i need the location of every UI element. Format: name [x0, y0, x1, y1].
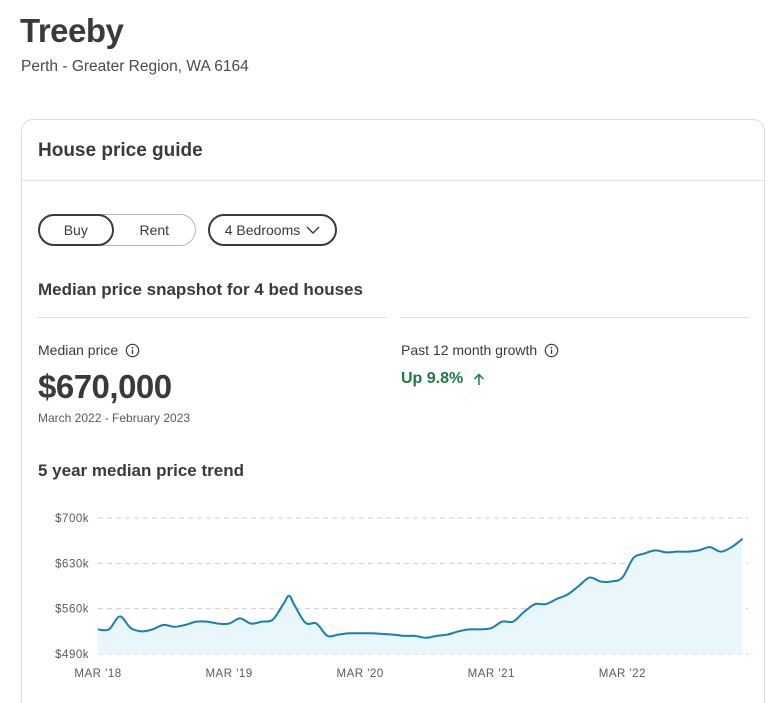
- median-price-value: $670,000: [38, 368, 172, 405]
- y-tick-label: $490k: [55, 649, 89, 661]
- median-price-period: March 2022 - February 2023: [38, 411, 191, 425]
- x-tick-label: MAR '20: [337, 668, 384, 680]
- x-tick-label: MAR '22: [599, 668, 646, 680]
- growth-label-text: Past 12 month growth: [401, 342, 538, 358]
- rent-button[interactable]: Rent: [139, 222, 170, 238]
- median-price-label: Median price: [38, 342, 140, 358]
- divider-left: [38, 317, 386, 318]
- price-guide-card: House price guide Buy Rent 4 Bedrooms Me…: [21, 119, 765, 703]
- median-price-label-text: Median price: [38, 342, 119, 358]
- series-line: [97, 537, 744, 639]
- area-fill: [98, 538, 743, 654]
- buy-button[interactable]: Buy: [38, 214, 114, 246]
- chevron-down-icon: [306, 226, 320, 234]
- growth-value: Up 9.8%: [401, 370, 485, 388]
- suburb-title: Treeby: [20, 12, 124, 49]
- buy-rent-toggle: Buy Rent: [38, 214, 196, 246]
- arrow-up-icon: [474, 372, 485, 385]
- growth-value-text: Up 9.8%: [401, 370, 464, 387]
- y-tick-label: $630k: [55, 558, 89, 570]
- trend-title: 5 year median price trend: [38, 461, 244, 480]
- region-subtitle: Perth - Greater Region, WA 6164: [21, 58, 249, 75]
- snapshot-title: Median price snapshot for 4 bed houses: [38, 280, 363, 299]
- y-tick-label: $700k: [55, 513, 89, 525]
- card-title: House price guide: [38, 140, 203, 161]
- divider-right: [401, 317, 749, 318]
- y-tick-label: $560k: [55, 604, 89, 616]
- bedrooms-dropdown-label: 4 Bedrooms: [224, 222, 301, 238]
- bedrooms-dropdown[interactable]: 4 Bedrooms: [208, 214, 337, 246]
- info-icon[interactable]: [544, 343, 559, 358]
- x-tick-label: MAR '19: [205, 668, 252, 680]
- card-divider: [22, 180, 764, 181]
- info-icon[interactable]: [125, 343, 140, 358]
- x-tick-label: MAR '21: [468, 668, 515, 680]
- growth-label: Past 12 month growth: [401, 342, 559, 358]
- x-tick-label: MAR '18: [74, 668, 121, 680]
